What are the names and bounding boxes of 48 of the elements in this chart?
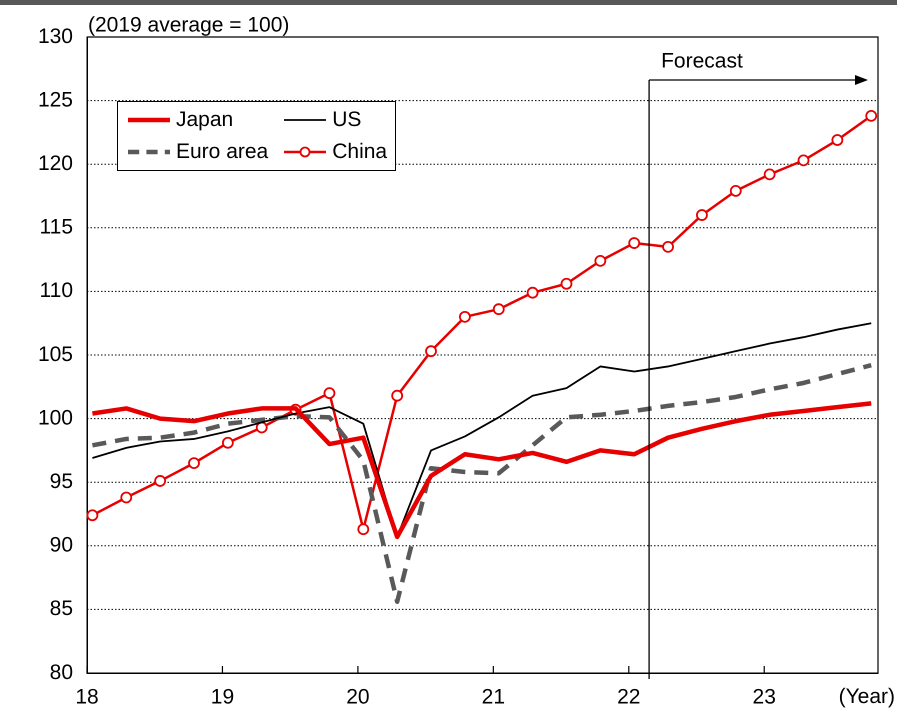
point [86,509,98,522]
x-tick-label: 20 [346,685,370,708]
point [764,168,776,180]
point [526,286,539,299]
ref-line-label: Forecast [661,49,743,72]
legend-label: Japan [176,107,234,133]
x-tick-label: 18 [75,685,99,708]
x-axis-title: (Year) [838,684,895,708]
legend-label: US [332,107,362,133]
y-tick-label: 85 [50,597,73,620]
point [458,310,471,323]
y-tick-label: 100 [38,406,73,430]
point [324,387,336,400]
line-series [90,362,874,604]
point [831,134,844,146]
y-tick-label: 90 [50,534,73,557]
y-tick-label: 95 [50,470,73,493]
point [865,110,878,122]
x-tick-label: 21 [482,685,506,708]
point [120,492,132,504]
point [560,278,572,290]
y-tick-label: 110 [40,279,73,302]
x-tick-label: 23 [752,685,776,708]
point [425,345,437,358]
point [492,303,505,316]
point [391,390,404,402]
point [594,254,606,267]
legend-label: Euro area [176,139,268,165]
y-axis-title: (2019 average = 100) [88,13,290,36]
point [357,523,370,536]
point [222,436,234,449]
y-tick-label: 80 [50,660,73,684]
point [798,154,810,166]
point [730,185,742,197]
x-tick-label: 19 [210,685,234,708]
y-tick-label: 120 [38,152,73,175]
point [154,475,166,487]
x-tick-label: 22 [617,685,640,708]
point [188,457,200,470]
y-tick-label: 115 [40,216,73,239]
point [256,422,268,434]
y-tick-label: 105 [38,342,73,366]
y-tick-label: 125 [38,88,73,112]
point [662,240,674,253]
y-tick-label: 130 [38,24,73,48]
legend-label: China [332,139,388,165]
point [628,237,640,249]
point [696,209,708,221]
